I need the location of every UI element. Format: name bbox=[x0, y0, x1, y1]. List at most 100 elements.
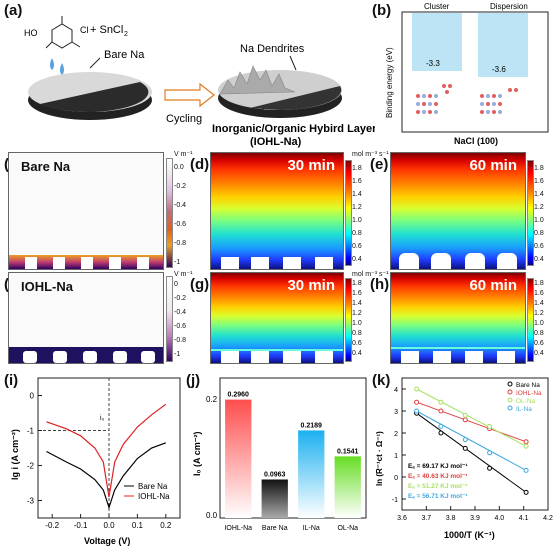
panel-b-binding: Cluster Dispersion -3.3 -3.6 Binding ene… bbox=[378, 0, 554, 150]
sim-c-bare-na: Bare Na bbox=[8, 152, 164, 270]
cbar-d-unit: mol m⁻³ s⁻¹ bbox=[352, 151, 389, 158]
i-ylabel: lg i (A cm⁻²) bbox=[10, 429, 20, 480]
k-fit-0 bbox=[416, 412, 527, 493]
colorbar-e bbox=[527, 160, 534, 266]
b-lattice-2 bbox=[480, 88, 518, 114]
j-ytick-0: 0.2 bbox=[206, 395, 218, 404]
sim-h-time: 60 min bbox=[469, 277, 517, 294]
droplet-icon bbox=[60, 63, 64, 75]
sim-h-60min: 60 min bbox=[390, 272, 526, 364]
j-bar-3 bbox=[334, 456, 361, 518]
j-bar-1 bbox=[261, 479, 288, 518]
k-xtick-1: 3.7 bbox=[421, 515, 431, 522]
chart-k-arrhenius: 3.6 3.7 3.8 3.9 4.0 4.1 4.2 4 3 2 1 0 -1 Bare NaIOH… bbox=[375, 377, 553, 540]
sim-d-30min: 30 min bbox=[210, 152, 344, 270]
k-point-2-1 bbox=[438, 399, 444, 405]
sim-g-time: 30 min bbox=[287, 277, 335, 294]
k-point-2-2 bbox=[462, 412, 468, 418]
b-bar-dispersion bbox=[478, 13, 528, 77]
reagent-ho: HO bbox=[24, 28, 38, 38]
k-point-3-0 bbox=[414, 408, 420, 414]
k-ytick-0: 4 bbox=[394, 387, 398, 394]
dendrites-label: Na Dendrites bbox=[240, 43, 305, 55]
i-series-0 bbox=[46, 442, 167, 510]
cbar-e-ticks: 1.8 1.6 1.4 1.2 1.0 0.8 0.6 0.4 bbox=[534, 165, 544, 263]
b-bar-cluster bbox=[412, 13, 462, 71]
j-category-1: Bare Na bbox=[262, 525, 288, 532]
sim-e-time: 60 min bbox=[469, 157, 517, 174]
i-series-1 bbox=[46, 403, 167, 498]
b-xlabel: NaCl (100) bbox=[454, 136, 498, 146]
b-ylabel: Binding energy (eV) bbox=[385, 47, 394, 118]
label-d: (d) bbox=[190, 156, 210, 173]
k-xtick-0: 3.6 bbox=[397, 515, 407, 522]
cbar-d-ticks: 1.8 1.6 1.4 1.2 1.0 0.8 0.6 0.4 bbox=[352, 165, 362, 263]
i-xtick-3: 0.1 bbox=[132, 521, 144, 530]
label-k: (k) bbox=[372, 372, 391, 389]
cbar-c-unit: V m⁻¹ bbox=[174, 151, 193, 158]
k-point-2-0 bbox=[414, 386, 420, 392]
i-ytick-0: 0 bbox=[30, 392, 35, 401]
cycling-label: Cycling bbox=[166, 113, 202, 125]
cycling-arrow-icon bbox=[164, 82, 215, 108]
colorbar-d bbox=[345, 160, 352, 266]
k-xlabel: 1000/T (K⁻¹) bbox=[444, 530, 495, 540]
k-ea-3: Eₐ = 56.71 KJ mol⁻¹ bbox=[408, 493, 468, 500]
k-ytick-3: 1 bbox=[394, 453, 398, 460]
k-point-1-1 bbox=[438, 408, 444, 414]
k-ytick-4: 0 bbox=[394, 475, 398, 482]
k-xtick-2: 3.8 bbox=[446, 515, 456, 522]
sim-d-time: 30 min bbox=[287, 157, 335, 174]
j-ytick-1: 0.0 bbox=[206, 511, 218, 520]
i-ytick-3: -3 bbox=[27, 497, 35, 506]
label-g: (g) bbox=[190, 276, 210, 293]
layer-arrow bbox=[255, 107, 265, 115]
b-col-dispersion: Dispersion bbox=[490, 2, 528, 11]
label-h: (h) bbox=[370, 276, 390, 293]
k-legend-0: Bare Na bbox=[516, 382, 540, 389]
sim-c-title: Bare Na bbox=[21, 159, 71, 174]
chart-j-exchange: 0.2 0.0 I₀ (A cm⁻²) 0.2960 IOHL-Na 0.0963 B… bbox=[192, 377, 367, 532]
j-bar-value-2: 0.2189 bbox=[301, 422, 323, 429]
j-ylabel: I₀ (A cm⁻²) bbox=[192, 432, 202, 476]
j-bar-value-0: 0.2960 bbox=[228, 392, 250, 399]
label-a: (a) bbox=[4, 2, 23, 19]
k-xtick-4: 4.0 bbox=[494, 515, 504, 522]
k-fit-1 bbox=[416, 401, 527, 443]
i-legend-1: IOHL-Na bbox=[138, 492, 170, 501]
k-xtick-6: 4.2 bbox=[543, 515, 553, 522]
i-xtick-2: 0.0 bbox=[103, 521, 115, 530]
i-ytick-1: -1 bbox=[27, 427, 35, 436]
label-j: (j) bbox=[186, 372, 201, 389]
reagent-sub: 2 bbox=[124, 31, 128, 38]
colorbar-g bbox=[345, 278, 352, 362]
k-point-0-4 bbox=[523, 489, 529, 495]
sim-f-iohl: IOHL-Na bbox=[8, 272, 164, 364]
k-ytick-5: -1 bbox=[392, 497, 398, 504]
k-point-0-2 bbox=[462, 445, 468, 451]
j-category-3: OL-Na bbox=[337, 525, 358, 532]
k-point-1-2 bbox=[462, 417, 468, 423]
coated-half bbox=[40, 82, 149, 113]
k-legend-3: IL-Na bbox=[516, 406, 532, 413]
k-point-2-4 bbox=[523, 443, 529, 449]
sim-e-60min: 60 min bbox=[390, 152, 526, 270]
i-ytick-2: -2 bbox=[27, 462, 35, 471]
j-bar-2 bbox=[298, 430, 325, 518]
i-xtick-1: -0.1 bbox=[74, 521, 88, 530]
j-bar-value-3: 0.1541 bbox=[337, 448, 359, 455]
chart-i-tafel: i₀ -0.2 -0.1 0.0 0.1 0.2 0 -1 -2 -3 Bare Na IOH… bbox=[10, 377, 181, 546]
b-val-dispersion: -3.6 bbox=[492, 65, 506, 74]
cbar-g-unit: mol m⁻³ s⁻¹ bbox=[352, 271, 389, 278]
k-point-0-1 bbox=[438, 430, 444, 436]
b-col-cluster: Cluster bbox=[424, 2, 450, 11]
k-point-3-4 bbox=[523, 467, 529, 473]
layer-label-2: (IOHL-Na) bbox=[250, 136, 302, 148]
sim-g-30min: 30 min bbox=[210, 272, 344, 364]
colorbar-h bbox=[527, 278, 534, 362]
dendrites bbox=[219, 65, 296, 95]
sim-f-title: IOHL-Na bbox=[21, 279, 73, 294]
cbar-f-unit: V m⁻¹ bbox=[174, 271, 193, 278]
k-ylabel: ln (R⁻¹ct · Ω⁻¹) bbox=[375, 431, 384, 486]
k-point-3-1 bbox=[438, 423, 444, 429]
